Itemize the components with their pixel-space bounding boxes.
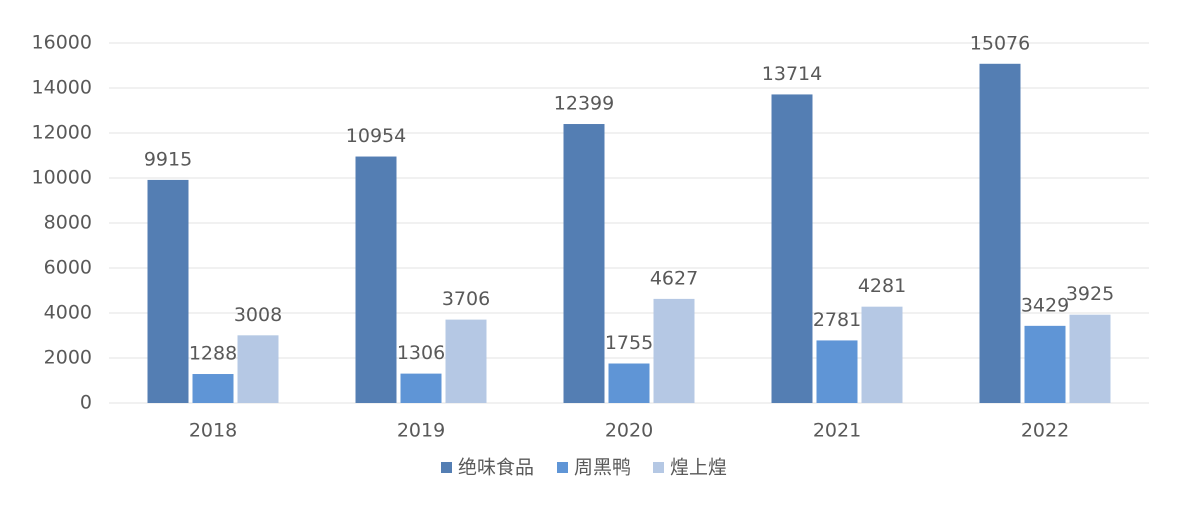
value-label: 10954 [346,125,406,147]
y-tick-label: 4000 [44,302,92,324]
legend-swatch [653,462,664,473]
legend-swatch [557,462,568,473]
value-label: 1755 [605,332,653,354]
bar [1024,325,1066,403]
x-tick-label: 2021 [813,420,861,442]
x-tick-label: 2018 [189,420,237,442]
legend-label: 煌上煌 [670,457,727,479]
value-label: 1288 [189,343,237,365]
x-tick-label: 2019 [397,420,445,442]
bar [147,179,189,403]
bar [816,340,858,403]
bar [192,374,234,403]
bar [608,363,650,403]
value-label: 13714 [762,63,822,85]
legend-label: 周黑鸭 [574,457,631,479]
y-tick-label: 2000 [44,347,92,369]
value-label: 2781 [813,309,861,331]
y-tick-label: 8000 [44,212,92,234]
bar [771,94,813,403]
bar [237,335,279,403]
value-label: 1306 [397,342,445,364]
bar [861,306,903,403]
bar [400,373,442,403]
legend-label: 绝味食品 [458,457,534,479]
x-tick-label: 2020 [605,420,653,442]
y-tick-label: 14000 [32,77,92,99]
y-tick-label: 0 [80,392,92,414]
value-label: 3925 [1066,283,1114,305]
y-tick-label: 16000 [32,32,92,54]
value-label: 3706 [442,288,490,310]
bar [979,63,1021,403]
value-label: 9915 [144,148,192,170]
y-tick-label: 12000 [32,122,92,144]
value-label: 3008 [234,304,282,326]
bar [563,124,605,404]
bar [653,298,695,403]
value-label: 3429 [1021,294,1069,316]
bar [355,156,397,403]
value-label: 4627 [650,267,698,289]
y-tick-label: 10000 [32,167,92,189]
y-tick-label: 6000 [44,257,92,279]
value-label: 12399 [554,93,614,115]
legend-swatch [441,462,452,473]
bar [445,319,487,403]
value-label: 4281 [858,275,906,297]
x-tick-label: 2022 [1021,420,1069,442]
value-label: 15076 [970,32,1030,54]
bar [1069,314,1111,403]
